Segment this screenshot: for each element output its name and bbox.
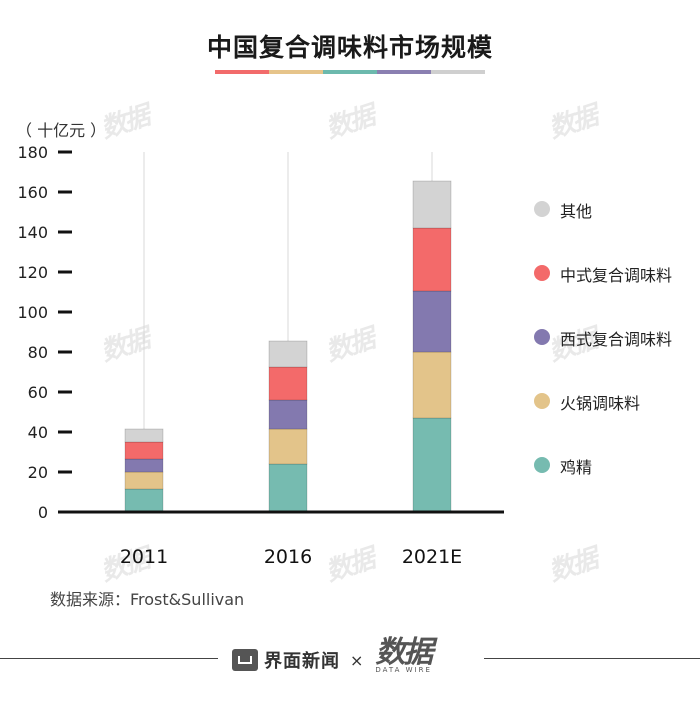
y-tick-label: 20	[28, 463, 48, 482]
bar-segment	[268, 366, 308, 401]
times-sign: ×	[350, 650, 364, 670]
partner-name: 数据	[375, 635, 433, 670]
footer-brand: 界面新闻 × 数据 DATA WIRE	[232, 638, 433, 678]
title-bar-segment	[377, 70, 431, 74]
title-bar-segment	[215, 70, 269, 74]
legend-label: 其他	[560, 202, 593, 221]
data-source: 数据来源：Frost&Sullivan	[50, 590, 245, 609]
y-tick-label: 140	[17, 223, 48, 242]
y-tick-label: 160	[17, 183, 48, 202]
legend-label: 中式复合调味料	[560, 266, 673, 285]
title-bar-segment	[323, 70, 377, 74]
title-bar-segment	[431, 70, 485, 74]
datawire-logo: 数据 DATA WIRE	[375, 635, 433, 675]
legend-label: 西式复合调味料	[560, 330, 673, 349]
x-category-label: 2011	[120, 546, 168, 568]
x-category-label: 2021E	[402, 546, 462, 568]
bar-segment	[412, 351, 452, 419]
partner-subtitle: DATA WIRE	[375, 666, 432, 674]
bar-segment	[268, 340, 308, 368]
footer-divider-left	[0, 658, 218, 659]
bar-segment	[268, 399, 308, 430]
legend-label: 火锅调味料	[560, 394, 641, 413]
bar-segment	[412, 227, 452, 292]
bar-segment	[124, 458, 164, 473]
brand-name: 界面新闻	[264, 651, 340, 672]
bar-segment	[412, 180, 452, 229]
legend-label: 鸡精	[560, 458, 593, 477]
legend-swatch	[534, 201, 550, 217]
bar-segment	[268, 463, 308, 513]
title-color-bar	[215, 70, 485, 74]
bar-segment	[268, 428, 308, 465]
y-tick-label: 40	[28, 423, 48, 442]
jiemian-logo-icon	[232, 649, 258, 671]
bar-segment	[124, 471, 164, 490]
y-tick-label: 180	[17, 143, 48, 162]
y-tick-label: 120	[17, 263, 48, 282]
stacked-bar-chart: 0 20 40 60 80 100 120 140 160 180 2011 2016 2021E	[17, 143, 504, 568]
y-tick-label: 60	[28, 383, 48, 402]
y-tick-label: 0	[38, 503, 48, 522]
bar-segment	[124, 428, 164, 443]
title-bar-segment	[269, 70, 323, 74]
legend-swatch	[534, 329, 550, 345]
bar-segment	[412, 417, 452, 513]
y-axis-unit-label: （ 十亿元 ）	[16, 121, 107, 140]
y-tick-label: 100	[17, 303, 48, 322]
legend-swatch	[534, 265, 550, 281]
bar-segment	[412, 290, 452, 353]
legend-swatch	[534, 393, 550, 409]
footer-divider-right	[484, 658, 700, 659]
y-tick-label: 80	[28, 343, 48, 362]
x-category-label: 2016	[264, 546, 312, 568]
bar-segment	[124, 441, 164, 460]
legend-swatch	[534, 457, 550, 473]
bar-segment	[124, 488, 164, 513]
chart-title: 中国复合调味料市场规模	[206, 33, 493, 62]
